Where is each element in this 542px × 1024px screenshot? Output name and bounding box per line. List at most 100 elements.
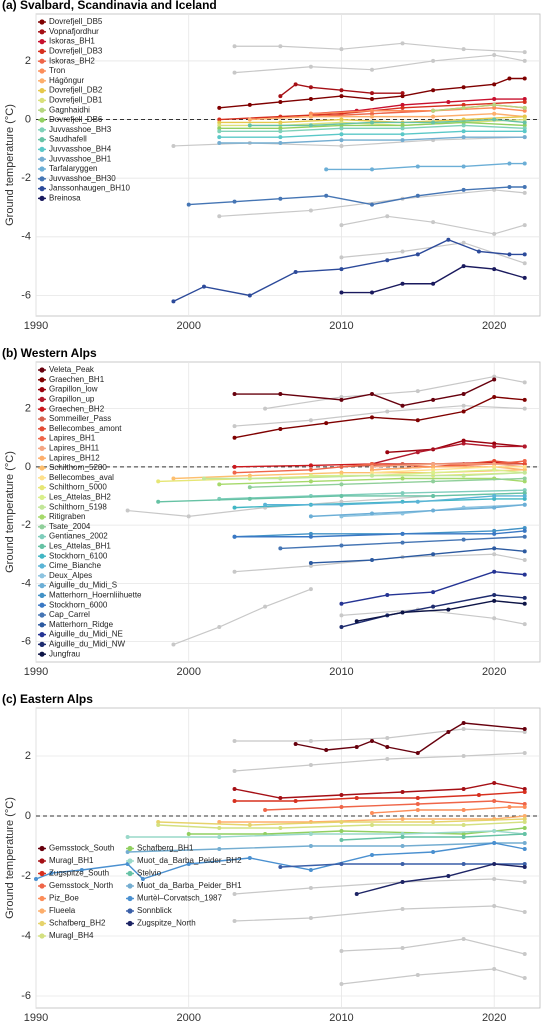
series-point <box>461 264 466 269</box>
series-point <box>522 108 527 113</box>
other-site-point <box>522 380 527 385</box>
series-point <box>492 467 497 472</box>
series-point <box>400 832 405 836</box>
series-point <box>461 392 466 397</box>
series-point <box>492 598 497 603</box>
series-point <box>339 493 344 498</box>
series-point <box>278 196 283 201</box>
legend-label: Dovrefjell_DB5 <box>49 17 103 26</box>
y-tick-label: -6 <box>21 289 31 301</box>
x-tick-label: 1990 <box>24 1012 48 1024</box>
series-point <box>339 601 344 606</box>
series-point <box>522 595 527 600</box>
other-site-point <box>232 769 237 773</box>
series-point <box>339 397 344 402</box>
legend-label: Tsate_2004 <box>49 522 91 531</box>
legend-marker <box>39 58 45 64</box>
y-tick-label: -4 <box>21 577 31 589</box>
series-point <box>507 252 512 257</box>
series-line <box>127 830 525 838</box>
series-point <box>415 808 420 812</box>
other-site-line <box>234 42 525 53</box>
y-tick-label: -2 <box>21 870 31 882</box>
series-point <box>293 742 298 746</box>
series-point <box>339 805 344 809</box>
series-point <box>278 476 283 481</box>
legend-label: Grapillon_low <box>49 385 98 394</box>
series-point <box>339 838 344 842</box>
series-point <box>415 796 420 800</box>
legend-label: Dovrefjell_DB3 <box>49 47 103 56</box>
series-point <box>507 76 512 81</box>
other-site-point <box>385 409 390 414</box>
other-site-point <box>339 394 344 399</box>
legend-label: Dovrefjell_DB6 <box>49 115 103 124</box>
series-point <box>293 270 298 275</box>
other-site-point <box>308 418 313 423</box>
series-point <box>186 862 191 866</box>
x-tick-label: 2000 <box>176 666 200 678</box>
legend-marker <box>39 68 45 74</box>
legend-label: Gemsstock_South <box>49 844 114 853</box>
series-line <box>371 466 525 471</box>
legend-marker <box>39 870 45 877</box>
series-point <box>125 850 130 854</box>
series-point <box>431 479 436 484</box>
series-point <box>217 120 222 125</box>
series-point <box>461 85 466 90</box>
series-point <box>370 461 374 466</box>
series-point <box>507 805 512 809</box>
other-site-point <box>492 231 497 236</box>
x-tick-label: 2010 <box>329 320 353 332</box>
x-tick-label: 2020 <box>482 1012 506 1024</box>
series-point <box>370 392 374 397</box>
series-point <box>156 820 161 824</box>
series-point <box>370 473 374 478</box>
legend-marker <box>39 107 45 113</box>
series-point <box>339 829 344 833</box>
series-point <box>232 799 237 803</box>
other-site-point <box>339 982 344 986</box>
y-tick-label: -4 <box>21 231 31 243</box>
series-point <box>522 790 527 794</box>
other-site-point <box>308 208 313 213</box>
legend-label: Dovrefjell_DB2 <box>49 86 103 95</box>
series-point <box>431 467 436 472</box>
legend-label: Schilthorn_5000 <box>49 483 107 492</box>
series-point <box>400 105 405 110</box>
series-point <box>232 464 237 469</box>
series-point <box>186 202 191 207</box>
other-site-point <box>522 190 527 195</box>
series-point <box>308 85 313 90</box>
legend-label: Les_Attelas_BH2 <box>49 493 111 502</box>
series-point <box>461 105 466 110</box>
y-tick-label: 0 <box>25 461 31 473</box>
legend-label: Aiguille_du_Midi_NE <box>49 630 123 639</box>
series-point <box>522 534 527 539</box>
series-point <box>370 739 374 743</box>
legend-label: Deux_Alpes <box>49 571 92 580</box>
legend-marker <box>39 396 45 402</box>
other-site-point <box>339 499 344 504</box>
series-point <box>278 426 283 431</box>
legend-marker <box>39 416 45 422</box>
series-point <box>400 281 405 286</box>
other-site-point <box>232 919 237 923</box>
other-site-point <box>461 47 466 52</box>
series-line <box>371 466 525 474</box>
series-point <box>522 601 527 606</box>
series-point <box>400 138 405 143</box>
legend-label: Schilthorn_5198 <box>49 502 107 511</box>
series-point <box>522 76 527 81</box>
series-line <box>219 124 525 132</box>
y-tick-label: -6 <box>21 636 31 648</box>
series-point <box>492 531 497 536</box>
other-site-point <box>522 751 527 755</box>
legend-label: Juvvasshoe_BH30 <box>49 174 116 183</box>
series-point <box>339 862 344 866</box>
series-point <box>400 540 405 545</box>
other-site-point <box>431 220 436 225</box>
legend-label: Veleta_Peak <box>49 365 95 374</box>
series-point <box>354 796 359 800</box>
